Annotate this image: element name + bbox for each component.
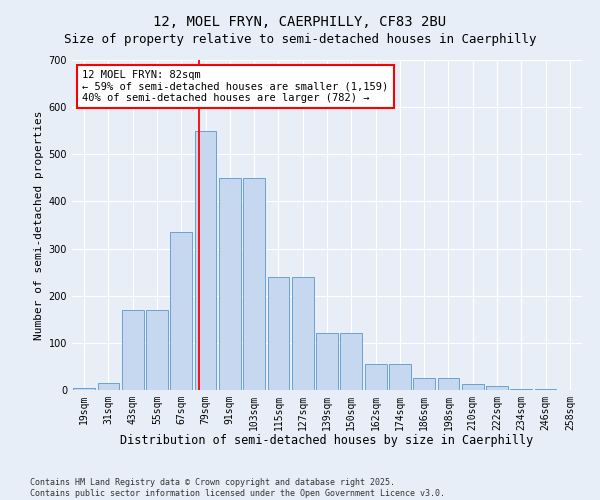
Bar bbox=[389, 364, 411, 390]
Bar bbox=[292, 277, 314, 390]
Bar bbox=[170, 232, 192, 390]
Text: 12 MOEL FRYN: 82sqm
← 59% of semi-detached houses are smaller (1,159)
40% of sem: 12 MOEL FRYN: 82sqm ← 59% of semi-detach… bbox=[82, 70, 388, 103]
Bar bbox=[73, 388, 95, 390]
Bar bbox=[219, 178, 241, 390]
Bar bbox=[243, 178, 265, 390]
Bar bbox=[511, 389, 532, 390]
Bar bbox=[462, 384, 484, 390]
Bar bbox=[535, 389, 556, 390]
Bar bbox=[316, 334, 338, 390]
Bar bbox=[268, 277, 289, 390]
X-axis label: Distribution of semi-detached houses by size in Caerphilly: Distribution of semi-detached houses by … bbox=[121, 434, 533, 448]
Bar bbox=[146, 310, 168, 390]
Text: 12, MOEL FRYN, CAERPHILLY, CF83 2BU: 12, MOEL FRYN, CAERPHILLY, CF83 2BU bbox=[154, 15, 446, 29]
Text: Contains HM Land Registry data © Crown copyright and database right 2025.
Contai: Contains HM Land Registry data © Crown c… bbox=[30, 478, 445, 498]
Bar bbox=[194, 130, 217, 390]
Bar bbox=[340, 334, 362, 390]
Bar bbox=[486, 386, 508, 390]
Y-axis label: Number of semi-detached properties: Number of semi-detached properties bbox=[34, 110, 44, 340]
Bar bbox=[122, 310, 143, 390]
Bar bbox=[97, 383, 119, 390]
Text: Size of property relative to semi-detached houses in Caerphilly: Size of property relative to semi-detach… bbox=[64, 32, 536, 46]
Bar bbox=[365, 364, 386, 390]
Bar bbox=[413, 378, 435, 390]
Bar bbox=[437, 378, 460, 390]
